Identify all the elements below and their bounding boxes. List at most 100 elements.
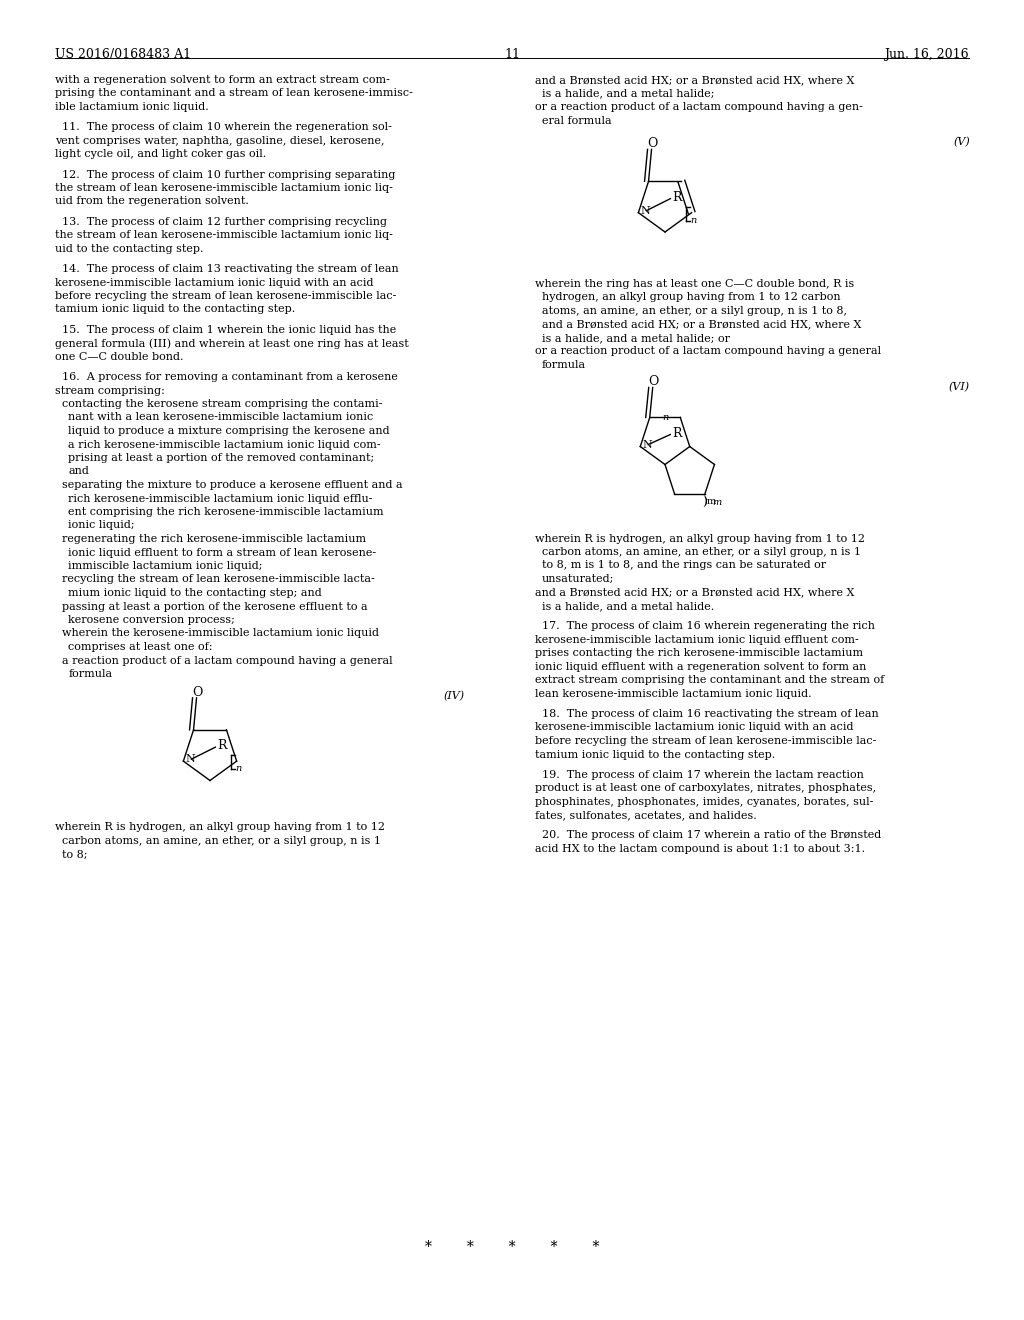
Text: one C—C double bond.: one C—C double bond. (55, 351, 183, 362)
Text: unsaturated;: unsaturated; (542, 574, 614, 583)
Text: n: n (690, 215, 697, 224)
Text: O: O (648, 375, 658, 388)
Text: the stream of lean kerosene-immiscible lactamium ionic liq-: the stream of lean kerosene-immiscible l… (55, 230, 393, 240)
Text: R: R (673, 426, 682, 440)
Text: ionic liquid;: ionic liquid; (69, 520, 135, 531)
Text: 11: 11 (504, 48, 520, 61)
Text: carbon atoms, an amine, an ether, or a silyl group, n is 1: carbon atoms, an amine, an ether, or a s… (61, 836, 381, 846)
Text: O: O (647, 137, 657, 150)
Text: uid to the contacting step.: uid to the contacting step. (55, 244, 204, 253)
Text: contacting the kerosene stream comprising the contami-: contacting the kerosene stream comprisin… (61, 399, 382, 409)
Text: to 8, m is 1 to 8, and the rings can be saturated or: to 8, m is 1 to 8, and the rings can be … (542, 561, 825, 570)
Text: 20.  The process of claim 17 wherein a ratio of the Brønsted: 20. The process of claim 17 wherein a ra… (542, 830, 881, 841)
Text: formula: formula (542, 360, 586, 370)
Text: prising the contaminant and a stream of lean kerosene-immisc-: prising the contaminant and a stream of … (55, 88, 413, 99)
Text: and a Brønsted acid HX; or a Brønsted acid HX, where X: and a Brønsted acid HX; or a Brønsted ac… (535, 75, 854, 84)
Text: separating the mixture to produce a kerosene effluent and a: separating the mixture to produce a kero… (61, 480, 402, 490)
Text: *        *        *        *        *: * * * * * (425, 1239, 599, 1254)
Text: ionic liquid effluent to form a stream of lean kerosene-: ionic liquid effluent to form a stream o… (69, 548, 377, 557)
Text: and: and (69, 466, 89, 477)
Text: general formula (III) and wherein at least one ring has at least: general formula (III) and wherein at lea… (55, 338, 409, 348)
Text: kerosene-immiscible lactamium ionic liquid with an acid: kerosene-immiscible lactamium ionic liqu… (55, 277, 374, 288)
Text: kerosene conversion process;: kerosene conversion process; (69, 615, 236, 624)
Text: 17.  The process of claim 16 wherein regenerating the rich: 17. The process of claim 16 wherein rege… (542, 622, 874, 631)
Text: lean kerosene-immiscible lactamium ionic liquid.: lean kerosene-immiscible lactamium ionic… (535, 689, 812, 698)
Text: ent comprising the rich kerosene-immiscible lactamium: ent comprising the rich kerosene-immisci… (69, 507, 384, 517)
Text: formula: formula (69, 669, 113, 678)
Text: is a halide, and a metal halide.: is a halide, and a metal halide. (542, 601, 714, 611)
Text: Jun. 16, 2016: Jun. 16, 2016 (885, 48, 969, 61)
Text: tamium ionic liquid to the contacting step.: tamium ionic liquid to the contacting st… (55, 305, 295, 314)
Text: 14.  The process of claim 13 reactivating the stream of lean: 14. The process of claim 13 reactivating… (61, 264, 398, 275)
Text: prising at least a portion of the removed contaminant;: prising at least a portion of the remove… (69, 453, 375, 463)
Text: R: R (217, 739, 227, 752)
Text: m: m (712, 498, 721, 507)
Text: atoms, an amine, an ether, or a silyl group, n is 1 to 8,: atoms, an amine, an ether, or a silyl gr… (542, 306, 847, 315)
Text: mium ionic liquid to the contacting step; and: mium ionic liquid to the contacting step… (69, 587, 322, 598)
Text: nant with a lean kerosene-immiscible lactamium ionic: nant with a lean kerosene-immiscible lac… (69, 412, 374, 422)
Text: passing at least a portion of the kerosene effluent to a: passing at least a portion of the kerose… (61, 602, 368, 611)
Text: the stream of lean kerosene-immiscible lactamium ionic liq-: the stream of lean kerosene-immiscible l… (55, 183, 393, 193)
Text: vent comprises water, naphtha, gasoline, diesel, kerosene,: vent comprises water, naphtha, gasoline,… (55, 136, 384, 145)
Text: hydrogen, an alkyl group having from 1 to 12 carbon: hydrogen, an alkyl group having from 1 t… (542, 293, 841, 302)
Text: a reaction product of a lactam compound having a general: a reaction product of a lactam compound … (61, 656, 392, 665)
Text: US 2016/0168483 A1: US 2016/0168483 A1 (55, 48, 191, 61)
Text: (VI): (VI) (949, 381, 970, 392)
Text: is a halide, and a metal halide;: is a halide, and a metal halide; (542, 88, 714, 99)
Text: eral formula: eral formula (542, 116, 611, 125)
Text: or a reaction product of a lactam compound having a gen-: or a reaction product of a lactam compou… (535, 102, 863, 112)
Text: n: n (236, 764, 242, 774)
Text: 18.  The process of claim 16 reactivating the stream of lean: 18. The process of claim 16 reactivating… (542, 709, 879, 719)
Text: )m: )m (703, 496, 716, 506)
Text: (V): (V) (953, 137, 970, 148)
Text: N: N (185, 754, 196, 764)
Text: wherein the kerosene-immiscible lactamium ionic liquid: wherein the kerosene-immiscible lactamiu… (61, 628, 379, 639)
Text: N: N (642, 440, 652, 450)
Text: carbon atoms, an amine, an ether, or a silyl group, n is 1: carbon atoms, an amine, an ether, or a s… (542, 546, 860, 557)
Text: regenerating the rich kerosene-immiscible lactamium: regenerating the rich kerosene-immiscibl… (61, 535, 366, 544)
Text: is a halide, and a metal halide; or: is a halide, and a metal halide; or (542, 333, 729, 343)
Text: tamium ionic liquid to the contacting step.: tamium ionic liquid to the contacting st… (535, 750, 775, 759)
Text: wherein R is hydrogen, an alkyl group having from 1 to 12: wherein R is hydrogen, an alkyl group ha… (55, 822, 385, 833)
Text: immiscible lactamium ionic liquid;: immiscible lactamium ionic liquid; (69, 561, 263, 572)
Text: 19.  The process of claim 17 wherein the lactam reaction: 19. The process of claim 17 wherein the … (542, 770, 863, 780)
Text: before recycling the stream of lean kerosene-immiscible lac-: before recycling the stream of lean kero… (535, 737, 877, 746)
Text: ): ) (702, 495, 708, 508)
Text: wherein R is hydrogen, an alkyl group having from 1 to 12: wherein R is hydrogen, an alkyl group ha… (535, 533, 865, 544)
Text: ible lactamium ionic liquid.: ible lactamium ionic liquid. (55, 102, 209, 112)
Text: 15.  The process of claim 1 wherein the ionic liquid has the: 15. The process of claim 1 wherein the i… (61, 325, 396, 335)
Text: fates, sulfonates, acetates, and halides.: fates, sulfonates, acetates, and halides… (535, 810, 757, 820)
Text: ionic liquid effluent with a regeneration solvent to form an: ionic liquid effluent with a regeneratio… (535, 661, 866, 672)
Text: with a regeneration solvent to form an extract stream com-: with a regeneration solvent to form an e… (55, 75, 390, 84)
Text: n: n (663, 413, 669, 422)
Text: (IV): (IV) (443, 690, 465, 701)
Text: R: R (673, 190, 682, 203)
Text: product is at least one of carboxylates, nitrates, phosphates,: product is at least one of carboxylates,… (535, 783, 877, 793)
Text: light cycle oil, and light coker gas oil.: light cycle oil, and light coker gas oil… (55, 149, 266, 160)
Text: liquid to produce a mixture comprising the kerosene and: liquid to produce a mixture comprising t… (69, 426, 390, 436)
Text: N: N (640, 206, 650, 215)
Text: or a reaction product of a lactam compound having a general: or a reaction product of a lactam compou… (535, 346, 881, 356)
Text: 11.  The process of claim 10 wherein the regeneration sol-: 11. The process of claim 10 wherein the … (61, 123, 391, 132)
Text: acid HX to the lactam compound is about 1:1 to about 3:1.: acid HX to the lactam compound is about … (535, 843, 865, 854)
Text: 13.  The process of claim 12 further comprising recycling: 13. The process of claim 12 further comp… (61, 216, 387, 227)
Text: 12.  The process of claim 10 further comprising separating: 12. The process of claim 10 further comp… (61, 169, 395, 180)
Text: and a Brønsted acid HX; or a Brønsted acid HX, where X: and a Brønsted acid HX; or a Brønsted ac… (542, 319, 861, 330)
Text: 16.  A process for removing a contaminant from a kerosene: 16. A process for removing a contaminant… (61, 372, 397, 381)
Text: to 8;: to 8; (61, 850, 87, 859)
Text: extract stream comprising the contaminant and the stream of: extract stream comprising the contaminan… (535, 676, 885, 685)
Text: before recycling the stream of lean kerosene-immiscible lac-: before recycling the stream of lean kero… (55, 290, 396, 301)
Text: and a Brønsted acid HX; or a Brønsted acid HX, where X: and a Brønsted acid HX; or a Brønsted ac… (535, 587, 854, 598)
Text: a rich kerosene-immiscible lactamium ionic liquid com-: a rich kerosene-immiscible lactamium ion… (69, 440, 381, 450)
Text: prises contacting the rich kerosene-immiscible lactamium: prises contacting the rich kerosene-immi… (535, 648, 863, 659)
Text: kerosene-immiscible lactamium ionic liquid with an acid: kerosene-immiscible lactamium ionic liqu… (535, 722, 853, 733)
Text: kerosene-immiscible lactamium ionic liquid effluent com-: kerosene-immiscible lactamium ionic liqu… (535, 635, 859, 644)
Text: rich kerosene-immiscible lactamium ionic liquid efflu-: rich kerosene-immiscible lactamium ionic… (69, 494, 373, 503)
Text: uid from the regeneration solvent.: uid from the regeneration solvent. (55, 197, 249, 206)
Text: stream comprising:: stream comprising: (55, 385, 165, 396)
Text: wherein the ring has at least one C—C double bond, R is: wherein the ring has at least one C—C do… (535, 279, 854, 289)
Text: comprises at least one of:: comprises at least one of: (69, 642, 213, 652)
Text: phosphinates, phosphonates, imides, cyanates, borates, sul-: phosphinates, phosphonates, imides, cyan… (535, 797, 873, 807)
Text: recycling the stream of lean kerosene-immiscible lacta-: recycling the stream of lean kerosene-im… (61, 574, 375, 585)
Text: O: O (193, 686, 203, 698)
